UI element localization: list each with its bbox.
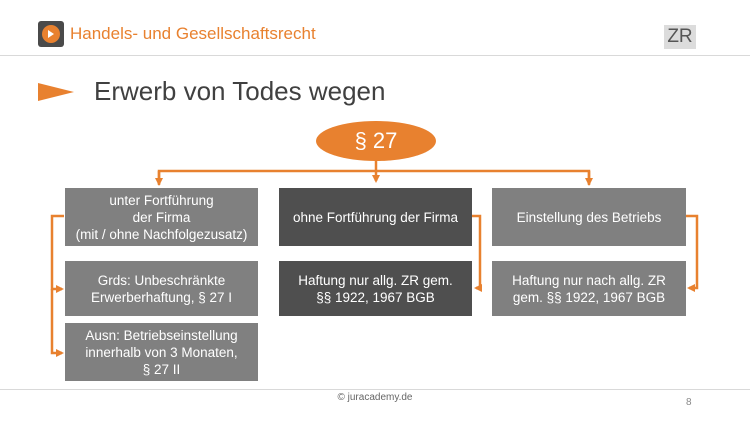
footer-divider	[0, 389, 750, 390]
header-title: Handels- und Gesellschaftsrecht	[70, 24, 316, 43]
node-unter-fortfuehrung: unter Fortführung der Firma (mit / ohne …	[65, 188, 258, 246]
root-node: § 27	[316, 121, 436, 161]
node-ausnahme: Ausn: Betriebseinstellung innerhalb von …	[65, 323, 258, 381]
header-divider	[0, 55, 750, 56]
node-haftung-rechts: Haftung nur nach allg. ZR gem. §§ 1922, …	[492, 261, 686, 316]
play-icon	[38, 21, 64, 47]
slide-title: Erwerb von Todes wegen	[94, 76, 386, 106]
node-haftung-mitte: Haftung nur allg. ZR gem. §§ 1922, 1967 …	[279, 261, 472, 316]
title-arrow-icon	[38, 83, 74, 101]
page-number: 8	[686, 397, 692, 408]
node-ohne-fortfuehrung: ohne Fortführung der Firma	[279, 188, 472, 246]
zr-badge: ZR	[664, 25, 696, 49]
footer-copyright: © juracademy.de	[337, 392, 413, 403]
node-grundsatz: Grds: Unbeschränkte Erwerberhaftung, § 2…	[65, 261, 258, 316]
node-einstellung: Einstellung des Betriebs	[492, 188, 686, 246]
